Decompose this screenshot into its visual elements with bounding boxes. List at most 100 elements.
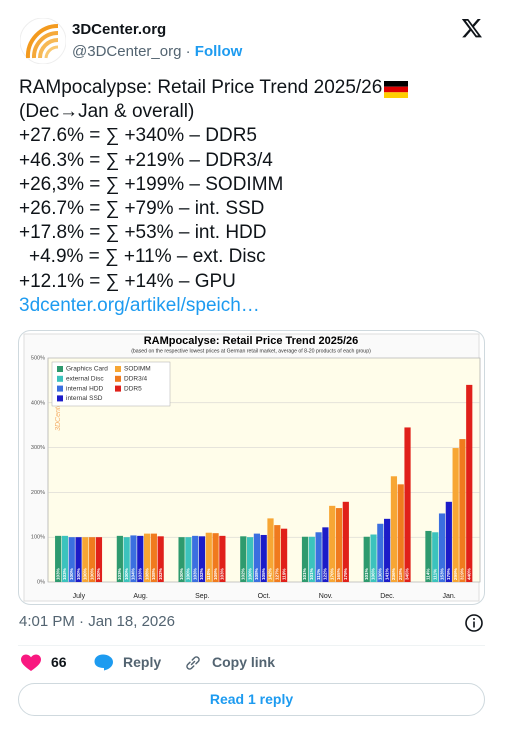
value-label: 218% xyxy=(398,568,403,580)
value-label: 104% xyxy=(131,568,136,580)
watermark: 3DCenter.org xyxy=(55,389,62,431)
timestamp[interactable]: 4:01 PM · Jan 18, 2026 xyxy=(19,613,175,630)
bar xyxy=(260,534,267,582)
value-label: 111% xyxy=(316,569,321,580)
bar xyxy=(157,536,164,582)
bar xyxy=(116,535,123,582)
copy-link-button[interactable]: Copy link xyxy=(212,654,276,670)
value-label: 142% xyxy=(268,568,273,580)
chart-image[interactable]: RAMpocalyse: Retail Price Trend 2025/26 … xyxy=(18,330,485,605)
bar xyxy=(432,532,439,582)
y-tick-label: 400% xyxy=(31,400,45,406)
bar xyxy=(89,537,96,582)
bar xyxy=(335,508,343,582)
avatar[interactable] xyxy=(20,18,66,64)
legend-swatch xyxy=(57,385,63,392)
bar xyxy=(143,533,151,582)
reply-icon[interactable] xyxy=(94,654,114,672)
legend-label: internal HDD xyxy=(66,385,104,392)
like-icon[interactable] xyxy=(21,654,41,672)
bar xyxy=(445,501,452,582)
like-count[interactable]: 66 xyxy=(51,654,67,670)
info-icon[interactable] xyxy=(464,613,484,633)
read-replies-button[interactable]: Read 1 reply xyxy=(18,683,485,716)
bar xyxy=(247,537,254,582)
x-logo[interactable] xyxy=(461,17,483,39)
bar xyxy=(178,537,185,582)
text-line: +17.8% = ∑ +53% – int. HDD xyxy=(19,222,267,244)
bar xyxy=(137,535,144,582)
text-line: +46.3% = ∑ +219% – DDR3/4 xyxy=(19,149,273,171)
value-label: 119% xyxy=(281,569,286,581)
bar xyxy=(130,535,137,582)
value-label: 103% xyxy=(220,568,225,580)
bar xyxy=(301,536,309,582)
account-name[interactable]: 3DCenter.org xyxy=(72,21,167,38)
legend-swatch xyxy=(115,366,121,372)
value-label: 179% xyxy=(446,568,451,580)
legend-label: SODIMM xyxy=(124,366,151,373)
bar xyxy=(198,536,206,582)
text-line: +4.9% = ∑ +11% – ext. Disc xyxy=(29,246,266,268)
legend-swatch xyxy=(115,375,121,382)
bar xyxy=(75,537,82,582)
value-label: 103% xyxy=(62,568,67,580)
bar xyxy=(342,501,349,582)
value-label: 101% xyxy=(364,568,369,580)
value-label: 108% xyxy=(151,568,156,580)
text-line: +12.1% = ∑ +14% – GPU xyxy=(19,270,236,292)
bar xyxy=(55,535,62,582)
bar xyxy=(322,527,329,582)
value-label: 102% xyxy=(158,568,163,580)
flag-germany xyxy=(384,81,408,98)
y-tick-label: 300% xyxy=(31,445,45,451)
bar xyxy=(212,533,219,582)
legend-label: external Disc xyxy=(66,376,104,383)
bar xyxy=(192,535,199,582)
reply-button[interactable]: Reply xyxy=(123,654,162,670)
value-label: 122% xyxy=(323,568,328,580)
bar xyxy=(95,537,103,582)
copy-link-icon[interactable] xyxy=(183,654,203,672)
legend-swatch xyxy=(57,375,63,382)
value-label: 127% xyxy=(275,568,280,580)
handle[interactable]: @3DCenter_org xyxy=(72,43,182,60)
bar xyxy=(315,532,322,582)
value-label: 319% xyxy=(460,568,465,580)
value-label: 100% xyxy=(69,568,74,580)
bar xyxy=(82,537,89,582)
bar xyxy=(452,448,459,582)
bar xyxy=(205,532,212,582)
chart-subtitle: (based on the respective lowest prices a… xyxy=(131,348,371,354)
value-label: 103% xyxy=(55,568,60,580)
value-label: 108% xyxy=(144,568,149,580)
text-line: (Dec→Jan & overall) xyxy=(19,101,195,123)
bar xyxy=(390,476,398,582)
value-label: 102% xyxy=(241,568,246,580)
legend-label: Graphics Card xyxy=(66,366,108,373)
bar xyxy=(404,427,411,582)
legend-label: internal SSD xyxy=(66,395,103,402)
bar xyxy=(150,533,157,582)
bar xyxy=(384,518,391,582)
value-label: 102% xyxy=(199,568,204,580)
bar xyxy=(329,505,336,582)
value-label: 170% xyxy=(329,568,334,580)
chart-title: RAMpocalyse: Retail Price Trend 2025/26 xyxy=(144,335,359,347)
bar xyxy=(68,537,75,582)
text-line: +26.7% = ∑ +79% – int. SSD xyxy=(19,197,265,219)
bar xyxy=(185,537,192,582)
value-label: 440% xyxy=(466,568,471,580)
follow-button[interactable]: Follow xyxy=(194,43,243,60)
value-label: 100% xyxy=(76,568,81,580)
x-tick-label: Aug. xyxy=(133,593,147,600)
value-label: 103% xyxy=(192,568,197,580)
value-label: 103% xyxy=(137,568,142,580)
bar xyxy=(308,536,315,582)
value-label: 108% xyxy=(254,568,259,580)
legend-swatch xyxy=(57,395,63,402)
value-label: 100% xyxy=(96,568,101,580)
link[interactable]: 3dcenter.org/artikel/speich… xyxy=(19,294,260,316)
text-line: RAMpocalypse: Retail Price Trend 2025/26 xyxy=(19,77,383,98)
